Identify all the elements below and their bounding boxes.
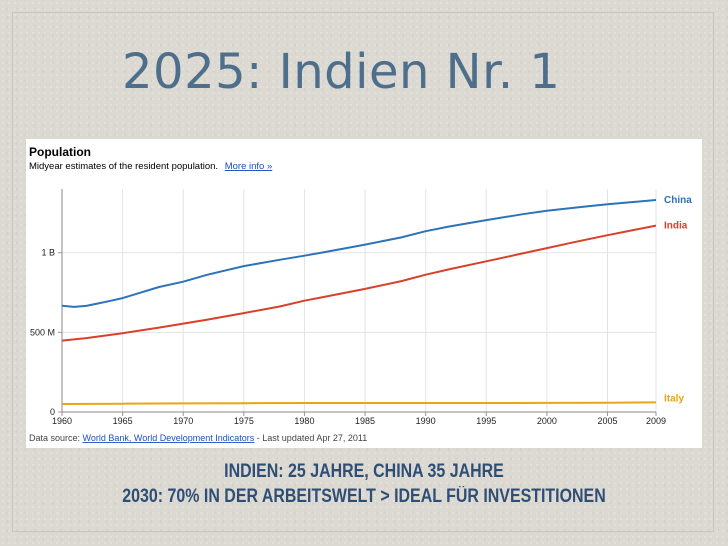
chart-subtitle: Midyear estimates of the resident popula… (29, 161, 218, 172)
chart-title: Population (29, 145, 91, 159)
chart-series-labels: China India Italy (664, 195, 692, 404)
slide-title: 2025: Indien Nr. 1 (122, 44, 561, 100)
y-tick-label: 1 B (41, 248, 55, 258)
x-tick-label: 1960 (52, 416, 72, 426)
x-tick-label: 1980 (294, 416, 314, 426)
y-tick-label: 0 (50, 407, 55, 417)
x-tick-label: 1990 (416, 416, 436, 426)
series-line-india (61, 224, 657, 342)
series-label-india: India (664, 221, 688, 232)
series-line-china (61, 199, 657, 308)
x-tick-label: 1970 (173, 416, 193, 426)
chart-subtitle-line: Midyear estimates of the resident popula… (29, 161, 272, 172)
series-line-italy (61, 401, 657, 405)
x-tick-label: 1975 (234, 416, 254, 426)
chart-panel: Population Midyear estimates of the resi… (26, 139, 702, 448)
chart-grid (61, 189, 657, 413)
data-source-link[interactable]: World Bank, World Development Indicators (83, 433, 255, 443)
chart-axes: 1960 1965 1970 1975 1980 1985 1990 1995 2000 2005… (30, 189, 666, 426)
x-tick-label: 2000 (537, 416, 557, 426)
caption-line-2: 2030: 70% IN DER ARBEITSWELT > IDEAL FÜR… (122, 486, 606, 507)
caption-line-1: INDIEN: 25 JAHRE, CHINA 35 JAHRE (224, 461, 504, 482)
x-tick-label: 1985 (355, 416, 375, 426)
data-source-suffix: - Last updated Apr 27, 2011 (257, 433, 367, 443)
slide-frame (12, 12, 714, 532)
population-chart: Population Midyear estimates of the resi… (29, 145, 692, 443)
chart-series (61, 199, 657, 405)
y-tick-label: 500 M (30, 327, 55, 337)
x-tick-label: 2009 (646, 416, 666, 426)
series-label-china: China (664, 195, 692, 206)
x-tick-label: 1965 (113, 416, 133, 426)
more-info-link[interactable]: More info » (225, 161, 273, 172)
x-tick-label: 1995 (476, 416, 496, 426)
data-source-prefix: Data source: (29, 433, 83, 443)
x-tick-label: 2005 (597, 416, 617, 426)
series-label-italy: Italy (664, 393, 684, 404)
data-source-line: Data source: World Bank, World Developme… (29, 433, 367, 443)
